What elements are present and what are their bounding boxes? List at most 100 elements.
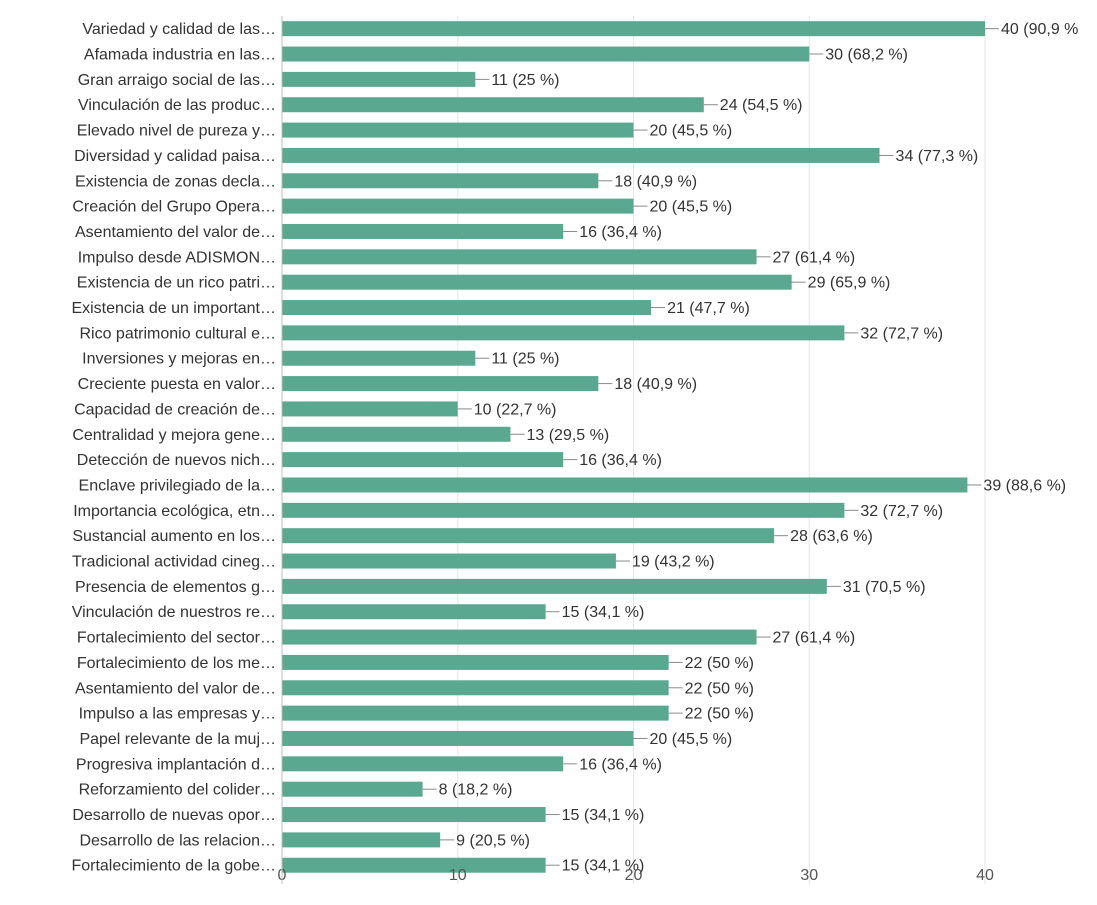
bar [282,578,827,594]
bar [282,350,476,366]
bar [282,376,599,392]
data-label: 32 (72,7 %) [860,325,943,342]
data-label: 16 (36,4 %) [579,224,662,241]
category-label: Existencia de zonas decla… [75,173,276,190]
data-label: 24 (54,5 %) [720,97,803,114]
category-label: Tradicional actividad cineg… [72,554,276,571]
x-tick-label: 10 [449,867,467,884]
category-label: Vinculación de las produc… [78,97,276,114]
category-label: Detección de nuevos nich… [77,452,276,469]
data-label: 16 (36,4 %) [579,452,662,469]
category-label: Papel relevante de la muj… [79,731,276,748]
bar [282,832,441,848]
data-label: 22 (50 %) [685,680,754,697]
bar [282,452,564,468]
category-label: Diversidad y calidad paisa… [74,148,276,165]
data-label: 18 (40,9 %) [614,173,697,190]
category-label: Existencia de un important… [71,300,276,317]
bar [282,705,669,721]
bar [282,807,546,823]
bar-layer [282,21,985,873]
category-label: Impulso a las empresas y… [79,706,276,723]
bar [282,680,669,696]
bar [282,46,810,62]
bar [282,477,968,493]
x-tick-label: 40 [976,867,994,884]
axis-layer: 0 10 20 30 40 [278,16,994,884]
bar [282,223,564,239]
bar [282,21,985,37]
bar [282,502,845,518]
category-label: Sustancial aumento en los… [72,528,276,545]
bar [282,97,704,113]
data-label: 32 (72,7 %) [860,503,943,520]
bar [282,629,757,645]
data-label: 40 (90,9 % [1001,21,1078,38]
category-label: Fortalecimiento del sector… [77,630,276,647]
data-label: 29 (65,9 %) [808,275,891,292]
category-label: Creciente puesta en valor… [78,376,276,393]
x-tick-label: 20 [625,867,643,884]
category-label: Fortalecimiento de los me… [77,655,276,672]
data-label: 22 (50 %) [685,706,754,723]
category-label: Capacidad de creación de… [74,401,276,418]
bar [282,553,616,569]
bar [282,325,845,341]
bar [282,122,634,138]
data-label: 11 (25 %) [491,351,559,368]
bar [282,147,880,163]
data-label: 13 (29,5 %) [526,427,609,444]
data-label: 16 (36,4 %) [579,756,662,773]
data-label: 28 (63,6 %) [790,528,873,545]
bar [282,249,757,265]
bar [282,781,423,797]
category-label: Fortalecimiento de la gobe… [71,858,276,875]
category-label: Desarrollo de nuevas opor… [72,807,276,824]
bar [282,730,634,746]
bar [282,426,511,442]
category-label: Variedad y calidad de las… [82,21,276,38]
data-label: 39 (88,6 %) [983,477,1066,494]
category-label: Progresiva implantación d… [76,756,276,773]
data-label: 34 (77,3 %) [896,148,979,165]
category-label: Rico patrimonio cultural e… [79,325,276,342]
data-label: 18 (40,9 %) [614,376,697,393]
category-label: Reforzamiento del colider… [79,782,276,799]
category-label: Asentamiento del valor de… [75,680,276,697]
data-label: 9 (20,5 %) [456,832,530,849]
data-label: 15 (34,1 %) [562,807,645,824]
data-label: 27 (61,4 %) [773,249,856,266]
bar [282,756,564,772]
data-label: 20 (45,5 %) [650,123,733,140]
data-label: 31 (70,5 %) [843,579,926,596]
data-label: 11 (25 %) [491,72,559,89]
category-label: Gran arraigo social de las… [78,72,276,89]
category-label: Asentamiento del valor de… [75,224,276,241]
category-label: Existencia de un rico patri… [77,275,276,292]
category-label: Inversiones y mejoras en… [82,351,276,368]
data-label: 15 (34,1 %) [562,858,645,875]
bar [282,401,458,417]
data-label: 27 (61,4 %) [773,630,856,647]
category-label: Impulso desde ADISMON… [78,249,276,266]
label-layer: 40 (90,9 % Variedad y calidad de las… 30 (… [71,21,1078,875]
data-label: 22 (50 %) [685,655,754,672]
data-label: 10 (22,7 %) [474,401,557,418]
bar [282,274,792,290]
data-label: 19 (43,2 %) [632,554,715,571]
bar [282,71,476,87]
category-label: Presencia de elementos g… [75,579,276,596]
category-label: Afamada industria en las… [84,47,276,64]
category-label: Centralidad y mejora gene… [72,427,276,444]
category-label: Elevado nivel de pureza y… [77,123,276,140]
bar [282,654,669,670]
grid-layer [457,16,986,884]
bar [282,198,634,214]
category-label: Enclave privilegiado de la… [79,477,276,494]
category-label: Vinculación de nuestros re… [72,604,276,621]
category-label: Desarrollo de las relacion… [79,832,276,849]
bar [282,173,599,189]
bar [282,857,546,873]
